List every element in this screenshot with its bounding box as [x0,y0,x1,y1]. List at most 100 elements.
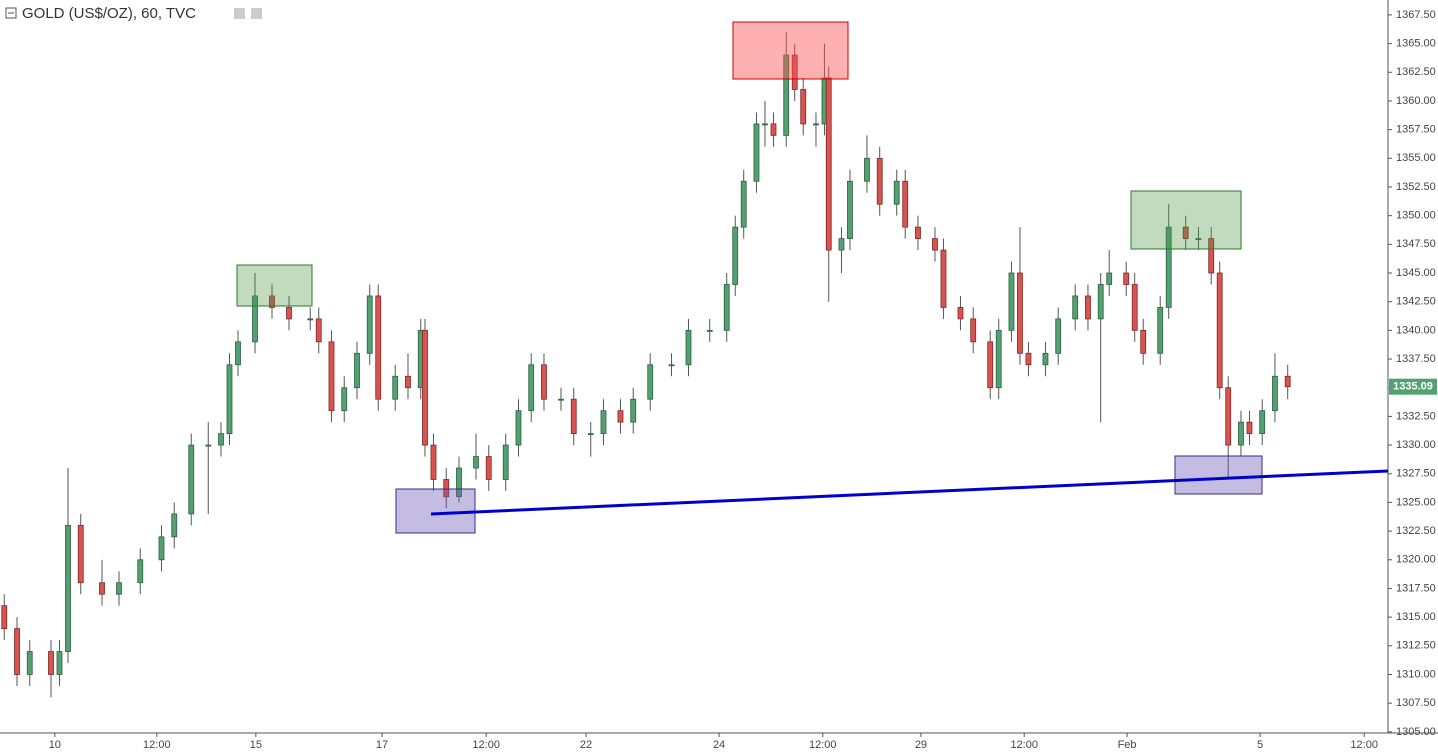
candle-body [1165,226,1172,308]
candle-body [56,651,63,675]
candle-body [1259,410,1266,435]
candle-body [1106,272,1113,285]
candle-body [14,628,20,675]
y-tick-label: 1360.00 [1396,95,1436,107]
y-tick-label: 1352.50 [1396,181,1436,193]
candle-body [541,364,547,400]
candle-body [668,364,675,367]
candle-body [252,295,258,343]
candle-body [235,341,241,366]
candle-body [647,364,654,400]
y-tick-label: 1327.50 [1396,468,1436,480]
candle-body [99,582,105,595]
swing-high-zone [1130,190,1242,250]
x-tick-label: 5 [1257,739,1263,751]
candle-body [762,123,768,126]
candle-body [1284,375,1291,388]
chart-title: GOLD (US$/OZ), 60, TVC [22,5,196,22]
y-tick-label: 1345.00 [1396,267,1436,279]
candle-body [226,364,233,435]
candle-body [995,329,1002,389]
candle-body [1055,318,1062,354]
candle-body [1085,295,1091,320]
resistance-zone [732,21,849,80]
candle-body [443,479,450,498]
candle-body [1208,238,1215,274]
candle-body [876,157,883,205]
candle-body [987,341,994,389]
candle-body [915,226,921,239]
candle-body [1272,375,1278,412]
y-tick-label: 1362.50 [1396,66,1436,78]
y-tick-label: 1320.00 [1396,554,1436,566]
candle-body [617,410,624,423]
x-tick-label: Feb [1118,739,1137,751]
candle-body [354,352,360,389]
candle-body [813,123,819,126]
candle-body [825,77,832,251]
swing-high-zone [236,264,313,307]
candle-body [65,524,71,652]
candle-body [1216,272,1223,389]
candle-body [1,605,8,630]
candle-body [188,444,195,515]
candle-body [740,180,747,228]
candle-body [116,582,122,595]
last-price-label: 1335.09 [1393,381,1433,393]
x-tick-label: 12:00 [809,739,837,751]
y-tick-label: 1307.50 [1396,697,1436,709]
candle-body [770,123,777,136]
candle-body [838,238,845,251]
y-tick-label: 1312.50 [1396,640,1436,652]
candle-body [392,375,399,400]
y-tick-label: 1325.00 [1396,496,1436,508]
candles [1,32,1291,698]
support-zone [1174,455,1263,495]
candle-body [328,341,335,412]
x-tick-label: 15 [250,739,262,751]
candle-body [791,54,798,90]
x-tick-label: 12:00 [143,739,171,751]
x-tick-label: 17 [376,739,388,751]
candle-body [430,444,437,480]
y-tick-label: 1342.50 [1396,296,1436,308]
candle-body [723,284,730,331]
candle-body [706,329,713,332]
candle-body [1131,284,1138,331]
y-tick-label: 1367.50 [1396,9,1436,21]
candle-body [473,456,479,469]
last-price-box [1389,378,1437,395]
candle-body [587,433,594,436]
candle-body [957,307,964,320]
close-icon[interactable] [251,8,262,19]
candle-body [422,329,428,446]
candle-body [366,295,373,354]
x-tick-label: 12:00 [1350,739,1378,751]
candle-body [847,180,853,239]
candle-body [456,467,462,498]
candle-body [902,180,909,228]
candle-body [375,295,382,400]
candle-body [286,307,292,320]
candle-body [515,410,522,446]
candle-body [783,54,790,136]
candle-body [269,295,275,308]
candle-body [570,398,577,435]
y-tick-label: 1347.50 [1396,238,1436,250]
candle-body [137,559,144,584]
candle-body [1225,387,1232,446]
collapse-icon[interactable] [5,7,17,19]
candle-body [600,410,607,435]
candle-body [77,524,84,584]
trend-line [430,469,1389,516]
candle-body [341,387,348,412]
y-tick-label: 1340.00 [1396,324,1436,336]
candle-body [218,433,224,446]
candle-body [502,444,509,480]
candle-body [940,249,947,308]
candle-body [1195,238,1202,240]
settings-icon[interactable] [234,8,245,19]
candle-body [205,444,212,447]
